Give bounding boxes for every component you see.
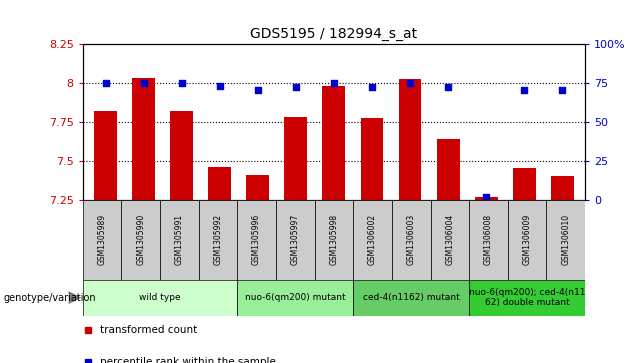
Text: GSM1306004: GSM1306004	[445, 214, 454, 265]
Bar	[94, 111, 117, 200]
Text: GSM1305998: GSM1305998	[329, 214, 338, 265]
Text: GSM1306009: GSM1306009	[523, 214, 532, 265]
Text: GSM1306003: GSM1306003	[406, 214, 416, 265]
Text: GSM1306008: GSM1306008	[484, 214, 493, 265]
Point	[291, 84, 301, 90]
Bar	[361, 118, 384, 200]
Bar	[237, 280, 353, 316]
Bar	[315, 200, 353, 280]
Text: GSM1305991: GSM1305991	[175, 214, 184, 265]
Point	[100, 79, 111, 85]
Bar	[170, 111, 193, 200]
Point	[519, 87, 529, 93]
Bar	[469, 280, 585, 316]
Point	[481, 193, 491, 199]
Bar	[83, 200, 121, 280]
Bar	[83, 280, 237, 316]
Bar	[246, 175, 269, 200]
Bar	[474, 196, 497, 200]
Text: GSM1306010: GSM1306010	[562, 214, 570, 265]
Point	[443, 84, 453, 90]
Bar	[160, 200, 198, 280]
Text: wild type: wild type	[139, 293, 181, 302]
Text: percentile rank within the sample: percentile rank within the sample	[100, 357, 276, 363]
Point	[139, 79, 149, 85]
Point	[177, 79, 187, 85]
Text: GSM1305997: GSM1305997	[291, 214, 300, 265]
Text: nuo-6(qm200); ced-4(n11
62) double mutant: nuo-6(qm200); ced-4(n11 62) double mutan…	[469, 288, 585, 307]
Point	[252, 87, 263, 93]
Title: GDS5195 / 182994_s_at: GDS5195 / 182994_s_at	[251, 27, 417, 41]
Bar	[284, 117, 307, 200]
Bar	[551, 176, 574, 200]
Bar	[322, 86, 345, 200]
Point	[367, 84, 377, 90]
Bar	[508, 200, 546, 280]
Bar	[209, 167, 231, 200]
Bar	[353, 280, 469, 316]
Bar	[469, 200, 508, 280]
Bar	[198, 200, 237, 280]
Text: nuo-6(qm200) mutant: nuo-6(qm200) mutant	[245, 293, 345, 302]
Bar	[437, 139, 459, 200]
Bar	[392, 200, 431, 280]
Point	[214, 83, 225, 89]
Polygon shape	[69, 291, 81, 304]
Bar	[399, 79, 422, 200]
Text: GSM1306002: GSM1306002	[368, 214, 377, 265]
Bar	[353, 200, 392, 280]
Text: transformed count: transformed count	[100, 325, 198, 335]
Text: GSM1305990: GSM1305990	[136, 214, 145, 265]
Bar	[431, 200, 469, 280]
Bar	[513, 168, 536, 200]
Text: ced-4(n1162) mutant: ced-4(n1162) mutant	[363, 293, 460, 302]
Point	[329, 79, 339, 85]
Text: genotype/variation: genotype/variation	[3, 293, 96, 303]
Bar	[121, 200, 160, 280]
Text: GSM1305996: GSM1305996	[252, 214, 261, 265]
Bar	[276, 200, 315, 280]
Text: GSM1305989: GSM1305989	[97, 214, 106, 265]
Bar	[132, 78, 155, 200]
Bar	[546, 200, 585, 280]
Point	[405, 79, 415, 85]
Point	[557, 87, 567, 93]
Text: GSM1305992: GSM1305992	[214, 214, 223, 265]
Bar	[237, 200, 276, 280]
